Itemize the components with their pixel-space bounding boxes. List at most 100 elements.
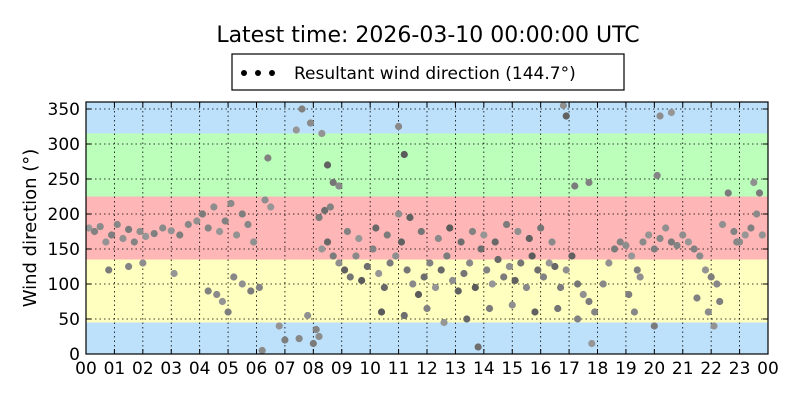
- data-point: [261, 196, 269, 204]
- data-point: [403, 266, 411, 274]
- data-point: [494, 255, 502, 264]
- data-point: [326, 203, 334, 211]
- data-point: [167, 227, 175, 235]
- data-point: [477, 245, 485, 253]
- legend-marker-dot-3: [269, 70, 275, 76]
- data-point: [343, 227, 352, 236]
- x-tick-label: 16: [530, 359, 552, 379]
- data-point: [625, 290, 633, 299]
- x-tick-label: 05: [217, 359, 239, 379]
- legend-marker-dot-2: [255, 70, 261, 76]
- data-point: [318, 129, 326, 138]
- data-point: [730, 227, 738, 236]
- x-tick-label: 08: [303, 359, 325, 379]
- data-point: [443, 252, 451, 260]
- data-point: [130, 238, 138, 246]
- data-point: [227, 199, 235, 208]
- data-point: [96, 223, 104, 231]
- data-point: [312, 325, 320, 334]
- data-point: [394, 210, 403, 218]
- data-point: [255, 283, 263, 292]
- data-point: [505, 262, 514, 271]
- y-tick-label: 50: [58, 310, 80, 330]
- data-point: [545, 259, 553, 267]
- data-point: [480, 231, 488, 239]
- data-point: [159, 224, 167, 232]
- data-point: [667, 238, 675, 246]
- legend-label: Resultant wind direction (144.7°): [294, 64, 576, 84]
- data-point: [525, 234, 533, 243]
- y-tick-label: 200: [48, 205, 80, 225]
- data-point: [176, 231, 184, 239]
- x-tick-label: 07: [274, 359, 296, 379]
- data-point: [102, 238, 110, 246]
- data-point: [150, 230, 158, 238]
- y-tick-label: 100: [48, 275, 80, 295]
- data-point: [562, 266, 570, 274]
- data-point: [667, 108, 675, 117]
- data-point: [184, 220, 192, 229]
- y-axis-label: Wind direction (°): [20, 149, 41, 308]
- data-point: [218, 297, 226, 306]
- x-tick-label: 22: [700, 359, 722, 379]
- data-point: [281, 336, 289, 344]
- x-tick-label: 18: [587, 359, 609, 379]
- axis-ticks: [85, 102, 769, 355]
- data-point: [193, 217, 201, 225]
- data-point: [491, 238, 499, 246]
- data-point: [679, 231, 687, 239]
- data-point: [630, 308, 639, 316]
- data-point: [454, 287, 462, 295]
- data-point: [383, 231, 391, 239]
- data-point: [315, 332, 323, 341]
- data-point: [375, 269, 383, 278]
- data-point: [221, 217, 229, 225]
- x-tick-label: 10: [359, 359, 381, 379]
- data-point: [335, 182, 343, 190]
- data-point: [548, 238, 556, 246]
- data-point: [474, 343, 482, 351]
- data-point: [394, 122, 403, 131]
- data-point: [440, 318, 448, 327]
- data-point: [267, 203, 275, 211]
- data-point: [696, 252, 704, 260]
- data-point: [559, 101, 568, 110]
- data-point: [471, 283, 479, 292]
- data-point: [522, 283, 531, 292]
- data-point: [142, 232, 150, 240]
- data-point: [610, 245, 619, 253]
- data-point: [210, 203, 218, 211]
- x-tick-label: 04: [189, 359, 211, 379]
- data-point: [358, 276, 366, 285]
- y-tick-label: 300: [48, 135, 80, 155]
- x-tick-label: 14: [473, 359, 495, 379]
- x-tick-label: 17: [558, 359, 580, 379]
- data-point: [551, 262, 559, 271]
- x-tick-label: 06: [246, 359, 268, 379]
- x-tick-label: 03: [160, 359, 182, 379]
- data-point: [636, 273, 644, 281]
- x-tick-label: 02: [132, 359, 154, 379]
- x-tick-label: 01: [104, 359, 126, 379]
- data-point: [230, 273, 238, 281]
- data-point: [514, 227, 522, 236]
- data-point: [309, 339, 317, 348]
- data-point: [318, 245, 326, 253]
- data-point: [315, 213, 323, 222]
- data-point: [125, 225, 133, 233]
- data-point: [198, 210, 207, 218]
- data-point: [485, 304, 494, 313]
- x-tick-label: 09: [331, 359, 353, 379]
- data-point: [329, 178, 337, 187]
- data-point: [369, 245, 377, 253]
- x-tick-label: 20: [644, 359, 666, 379]
- data-point: [119, 234, 127, 243]
- data-point: [508, 301, 516, 309]
- data-point: [633, 266, 641, 274]
- data-point: [571, 182, 579, 190]
- data-point: [716, 297, 724, 306]
- data-point: [420, 273, 428, 281]
- data-point: [113, 220, 121, 229]
- data-point: [238, 210, 246, 218]
- data-point: [574, 315, 582, 323]
